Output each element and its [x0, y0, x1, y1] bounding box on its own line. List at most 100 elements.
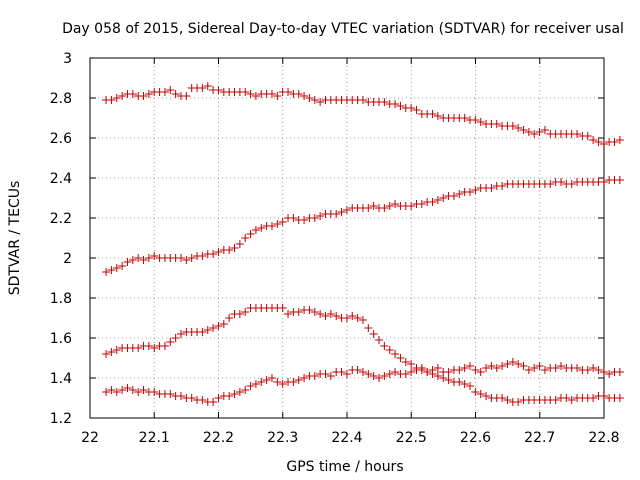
- data-point: [219, 320, 228, 328]
- data-point: [471, 388, 480, 396]
- data-point: [412, 366, 421, 374]
- data-point: [187, 394, 196, 402]
- data-point: [107, 96, 116, 104]
- x-tick-label: 22.3: [267, 430, 298, 446]
- data-point: [546, 180, 555, 188]
- data-point: [214, 322, 223, 330]
- data-point: [433, 196, 442, 204]
- data-point: [573, 364, 582, 372]
- data-point: [310, 96, 319, 104]
- data-point: [358, 368, 367, 376]
- data-point: [198, 396, 207, 404]
- data-point: [278, 304, 287, 312]
- data-point: [364, 370, 373, 378]
- data-point: [321, 312, 330, 320]
- data-point: [225, 246, 234, 254]
- data-point: [540, 366, 549, 374]
- data-point: [599, 178, 608, 186]
- data-point: [417, 200, 426, 208]
- data-point: [391, 350, 400, 358]
- data-point: [439, 194, 448, 202]
- data-point: [466, 362, 474, 370]
- chart-title: Day 058 of 2015, Sidereal Day-to-day VTE…: [62, 21, 624, 37]
- data-point: [342, 314, 351, 322]
- data-point: [535, 362, 544, 370]
- data-point: [583, 132, 592, 140]
- data-point: [305, 94, 314, 102]
- data-point: [567, 396, 576, 404]
- data-point: [599, 140, 608, 148]
- data-point: [118, 92, 127, 100]
- data-point: [391, 368, 400, 376]
- y-tick-label: 1.8: [50, 291, 72, 307]
- data-point: [342, 206, 351, 214]
- data-point: [176, 254, 185, 262]
- data-point: [332, 312, 341, 320]
- y-tick-label: 1.4: [50, 371, 72, 387]
- y-tick-label: 2.4: [50, 171, 72, 187]
- data-point: [134, 254, 143, 262]
- data-point: [396, 354, 405, 362]
- data-point: [573, 130, 582, 138]
- data-point: [369, 330, 378, 338]
- data-point: [385, 202, 394, 210]
- data-point: [182, 256, 191, 264]
- data-point: [316, 310, 325, 318]
- data-point: [300, 216, 309, 224]
- data-point: [112, 346, 121, 354]
- data-point: [128, 256, 137, 264]
- data-point: [401, 358, 410, 366]
- data-point: [326, 310, 335, 318]
- x-tick-label: 22: [81, 430, 99, 446]
- y-axis-label: SDTVAR / TECUs: [7, 181, 23, 296]
- data-point: [209, 324, 218, 332]
- data-point: [466, 382, 474, 390]
- series-bottom: [102, 358, 624, 406]
- data-point: [449, 192, 458, 200]
- data-point: [128, 386, 137, 394]
- data-point: [230, 244, 239, 252]
- data-point: [514, 398, 523, 406]
- data-point: [118, 262, 127, 270]
- data-point: [310, 214, 319, 222]
- data-point: [610, 138, 619, 146]
- data-point: [230, 390, 239, 398]
- data-point: [471, 366, 480, 374]
- data-point: [407, 202, 416, 210]
- data-point: [112, 264, 121, 272]
- data-point: [278, 380, 287, 388]
- data-point: [466, 188, 474, 196]
- data-point: [615, 136, 624, 144]
- data-point: [337, 368, 346, 376]
- data-point: [594, 138, 603, 146]
- data-point: [284, 310, 293, 318]
- data-point: [235, 240, 244, 248]
- data-point: [241, 234, 250, 242]
- data-point: [166, 390, 175, 398]
- data-point: [150, 388, 159, 396]
- data-point: [503, 360, 512, 368]
- data-point: [492, 364, 501, 372]
- y-tick-label: 2.8: [50, 91, 72, 107]
- data-point: [514, 124, 523, 132]
- data-point: [524, 366, 533, 374]
- data-point: [353, 366, 362, 374]
- data-point: [364, 324, 373, 332]
- data-point: [482, 392, 491, 400]
- data-point: [391, 200, 400, 208]
- data-point: [428, 110, 437, 118]
- data-point: [428, 198, 437, 206]
- data-point: [171, 334, 180, 342]
- data-point: [294, 90, 303, 98]
- data-point: [251, 226, 260, 234]
- data-point: [615, 176, 624, 184]
- data-point: [455, 190, 464, 198]
- data-point: [562, 394, 571, 402]
- data-point: [273, 92, 282, 100]
- data-point: [508, 358, 517, 366]
- data-point: [235, 310, 244, 318]
- y-tick-label: 1.2: [50, 411, 72, 427]
- data-point: [150, 344, 159, 352]
- data-point: [225, 314, 234, 322]
